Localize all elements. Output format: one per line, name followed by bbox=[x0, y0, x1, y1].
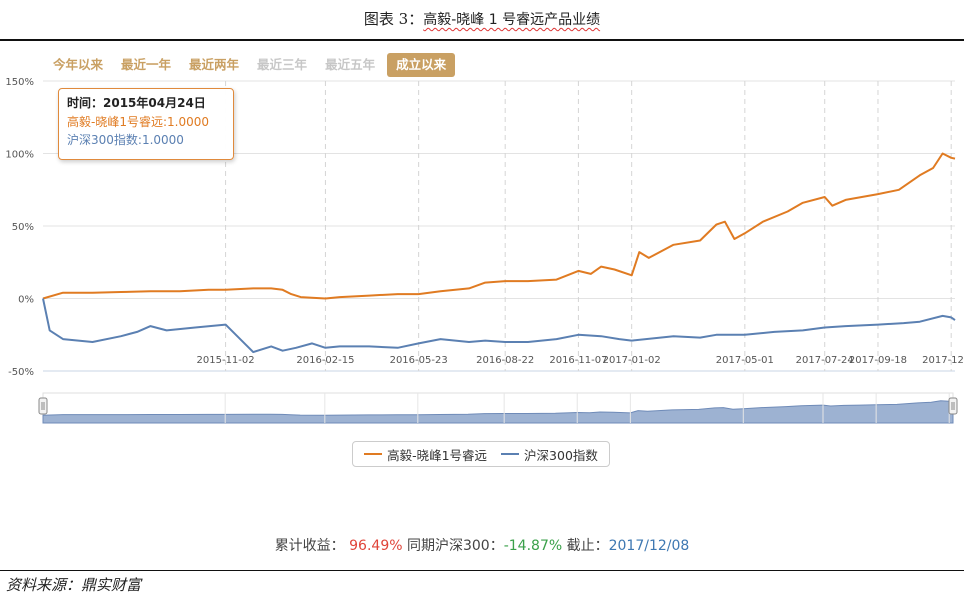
x-tick-label: 2017-01-02 bbox=[603, 355, 661, 366]
performance-chart: 150%100%50%0%-50% 2015-11-02 2016-02-15 20… bbox=[5, 77, 964, 424]
top-rule bbox=[0, 39, 964, 41]
navigator-area bbox=[42, 400, 954, 424]
legend-label-index: 沪深300指数 bbox=[524, 447, 598, 463]
tooltip-series1: 高毅-晓峰1号睿远:1.0000 bbox=[67, 114, 209, 129]
y-tick-label: 0% bbox=[18, 295, 34, 306]
navigator-handle-right[interactable] bbox=[948, 397, 958, 415]
series-line-index bbox=[42, 298, 956, 354]
summary-label-return: 累计收益： bbox=[274, 538, 345, 554]
summary-label-index: 同期沪深300： bbox=[406, 538, 504, 554]
navigator-handle-left[interactable] bbox=[38, 397, 48, 415]
performance-summary: 累计收益： 96.49% 同期沪深300：-14.87% 截止：2017/12/… bbox=[0, 535, 964, 555]
summary-value-index: -14.87% bbox=[503, 538, 563, 554]
x-tick-label: 2016-11-07 bbox=[549, 355, 607, 366]
tooltip-time: 时间：2015年04月24日 bbox=[67, 96, 206, 110]
summary-value-return: 96.49% bbox=[349, 538, 403, 554]
legend-label-fund: 高毅-晓峰1号睿远 bbox=[387, 447, 488, 463]
x-tick-label: 2017-05-01 bbox=[716, 355, 774, 366]
x-tick-label: 2016-08-22 bbox=[476, 355, 534, 366]
legend-item-fund[interactable]: 高毅-晓峰1号睿远 bbox=[364, 445, 487, 464]
x-tick-label: 2015-11-02 bbox=[197, 355, 255, 366]
x-tick-label: 2016-02-15 bbox=[296, 355, 354, 366]
range-btn-ytd[interactable]: 今年以来 bbox=[53, 57, 104, 72]
y-tick-label: -50% bbox=[8, 367, 34, 378]
range-btn-5y: 最近五年 bbox=[325, 57, 376, 72]
legend-swatch-fund bbox=[364, 453, 383, 455]
x-axis-ticks: 2015-11-02 2016-02-15 2016-05-23 2016-08-22… bbox=[197, 355, 964, 366]
summary-label-date: 截止： bbox=[566, 538, 609, 554]
y-axis-ticks: 150% 100% 50% 0% -50% bbox=[5, 77, 34, 378]
series-lines bbox=[42, 152, 956, 354]
figure-caption: 图表 3：高毅-晓峰 1 号睿远产品业绩 bbox=[0, 8, 964, 29]
bottom-rule bbox=[0, 570, 964, 571]
x-tick-label: 2017-09-18 bbox=[849, 355, 907, 366]
range-btn-2y[interactable]: 最近两年 bbox=[189, 57, 240, 72]
legend-swatch-index bbox=[501, 453, 520, 455]
range-navigator bbox=[38, 392, 958, 424]
tooltip-series2: 沪深300指数:1.0000 bbox=[67, 133, 184, 147]
range-btn-inception[interactable]: 成立以来 bbox=[387, 53, 456, 77]
source-note: 资料来源：鼎实财富 bbox=[6, 576, 142, 594]
series-line-fund bbox=[42, 152, 956, 300]
x-tick-label: 2017-12-04 bbox=[922, 355, 964, 366]
y-tick-label: 100% bbox=[5, 150, 34, 161]
range-btn-3y: 最近三年 bbox=[257, 57, 308, 72]
y-tick-label: 50% bbox=[12, 222, 34, 233]
x-tick-label: 2017-07-24 bbox=[796, 355, 854, 366]
range-btn-1y[interactable]: 最近一年 bbox=[121, 57, 172, 72]
legend-item-index[interactable]: 沪深300指数 bbox=[501, 445, 598, 464]
y-tick-label: 150% bbox=[5, 77, 34, 88]
range-selector: 今年以来 最近一年 最近两年 最近三年 最近五年 成立以来 bbox=[47, 53, 456, 77]
summary-value-date: 2017/12/08 bbox=[608, 538, 690, 554]
caption-title: 高毅-晓峰 1 号睿远产品业绩 bbox=[423, 12, 601, 28]
chart-legend: 高毅-晓峰1号睿远 沪深300指数 bbox=[352, 441, 610, 467]
hover-tooltip: 时间：2015年04月24日 高毅-晓峰1号睿远:1.0000 沪深300指数:… bbox=[58, 88, 234, 160]
caption-prefix: 图表 3： bbox=[363, 10, 424, 28]
x-tick-label: 2016-05-23 bbox=[390, 355, 448, 366]
